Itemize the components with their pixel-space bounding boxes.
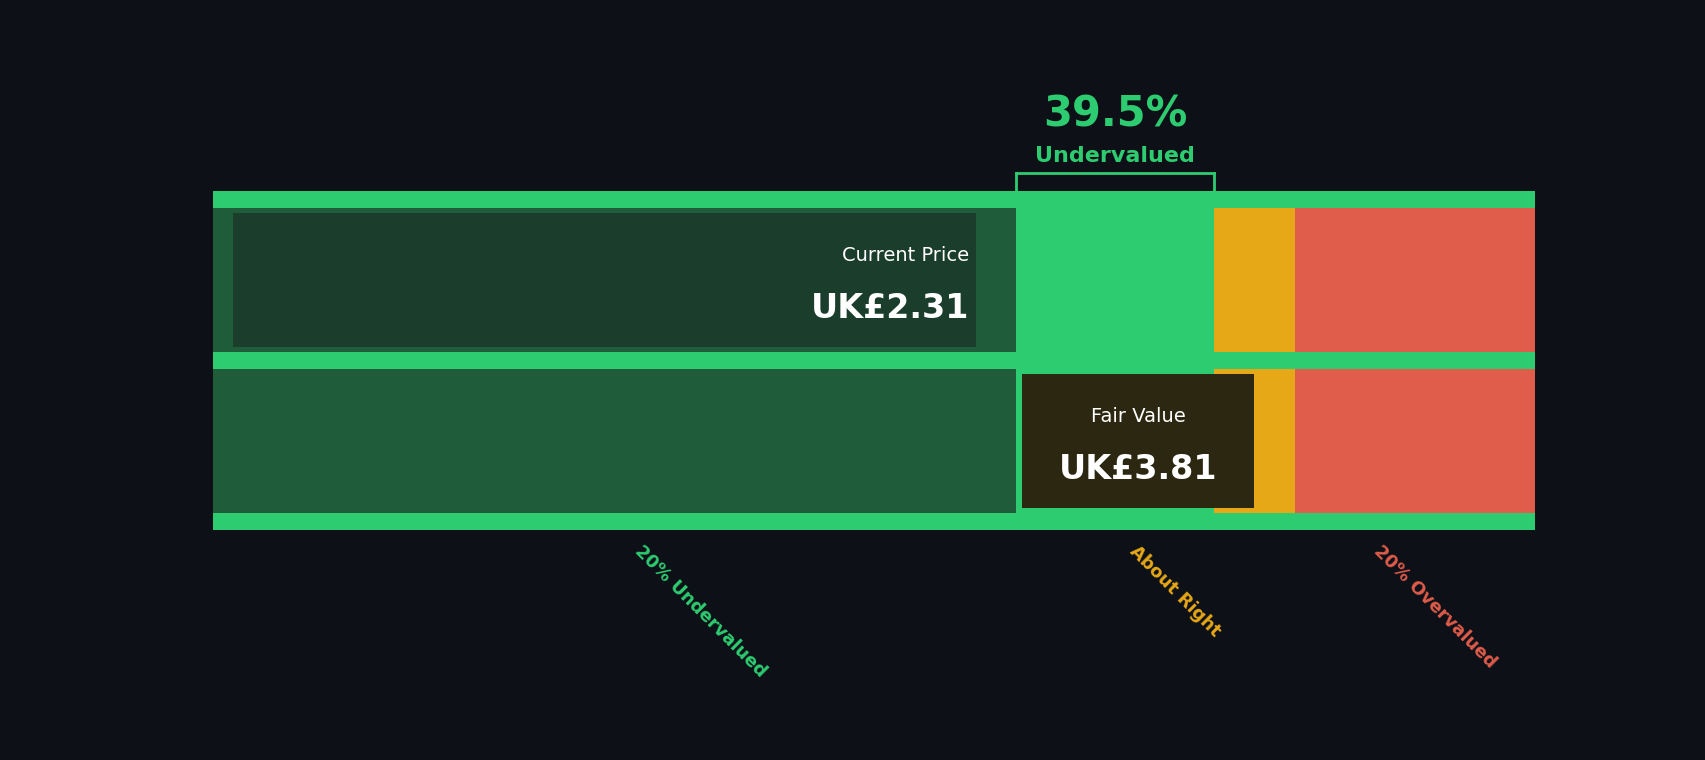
Bar [213,512,1534,530]
Text: UK£2.31: UK£2.31 [810,292,968,325]
Bar [1294,208,1534,352]
Bar [1214,369,1294,512]
Bar [1294,369,1534,512]
Bar [213,208,1014,352]
Bar [1014,208,1214,352]
Text: 20% Undervalued: 20% Undervalued [631,542,769,680]
Text: Undervalued: Undervalued [1035,146,1194,166]
Bar [213,369,1014,512]
Text: Fair Value: Fair Value [1089,407,1185,426]
Bar [1021,374,1253,508]
Text: 20% Overvalued: 20% Overvalued [1369,542,1499,671]
Bar [1014,369,1214,512]
Text: UK£3.81: UK£3.81 [1059,453,1217,486]
Bar [1214,208,1294,352]
Bar [213,191,1534,208]
Text: 39.5%: 39.5% [1042,93,1187,135]
Bar [234,213,975,347]
Text: Current Price: Current Price [842,246,968,265]
Bar [213,352,1534,369]
Text: About Right: About Right [1125,542,1222,640]
